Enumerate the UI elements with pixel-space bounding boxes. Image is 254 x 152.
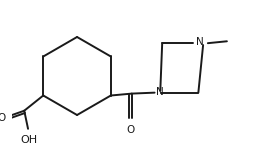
Text: N: N xyxy=(155,87,163,97)
Text: N: N xyxy=(196,37,204,47)
Text: O: O xyxy=(127,125,135,135)
Text: O: O xyxy=(0,113,6,123)
Text: OH: OH xyxy=(20,135,38,145)
